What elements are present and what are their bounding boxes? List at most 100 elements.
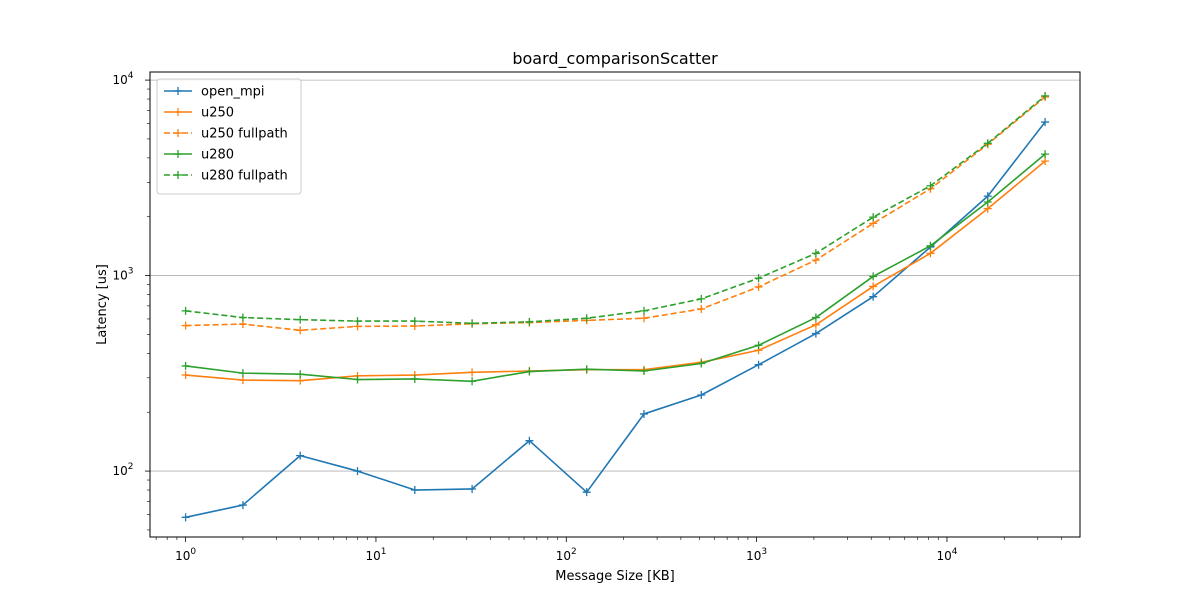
data-point — [468, 319, 477, 328]
series-layer — [181, 91, 1050, 522]
data-point — [639, 306, 648, 315]
x-tick-label-exponent: 1 — [381, 547, 387, 557]
data-point — [926, 181, 935, 190]
legend-marker — [174, 108, 182, 116]
data-point — [410, 317, 419, 326]
chart-title: board_comparisonScatter — [512, 49, 718, 69]
y-tick-label: 103 — [112, 267, 133, 283]
series-line — [185, 96, 1046, 332]
data-point — [869, 282, 878, 291]
data-point — [983, 197, 992, 206]
data-point — [353, 317, 362, 326]
data-point — [296, 315, 305, 324]
x-tick-label-base: 10 — [175, 549, 190, 563]
data-point — [525, 436, 534, 445]
x-tick-label: 103 — [746, 547, 767, 563]
legend-item: u250 — [164, 106, 234, 121]
data-point — [754, 274, 763, 283]
data-point — [296, 370, 305, 379]
legend-label: u280 — [201, 148, 234, 163]
data-point — [582, 314, 591, 323]
x-axis-label: Message Size [KB] — [555, 569, 675, 584]
x-tick-label-exponent: 4 — [952, 547, 958, 557]
y-tick-label: 102 — [112, 462, 133, 478]
y-tick-label-exponent: 2 — [128, 462, 134, 472]
data-point — [697, 294, 706, 303]
x-tick-label-exponent: 0 — [190, 547, 196, 557]
legend-marker — [174, 150, 182, 158]
data-point — [181, 321, 190, 330]
x-tick-label: 102 — [556, 547, 577, 563]
data-point — [754, 360, 763, 369]
legend-item: u280 fullpath — [164, 169, 288, 184]
legend-box — [156, 78, 302, 195]
data-point — [639, 409, 648, 418]
data-point — [697, 359, 706, 368]
series-open_mpi — [181, 118, 1050, 522]
data-point — [811, 256, 820, 265]
x-tick-label-base: 10 — [746, 549, 761, 563]
legend-marker — [174, 129, 182, 137]
series-line — [185, 153, 1046, 383]
data-point — [410, 486, 419, 495]
x-tick-label-base: 10 — [365, 549, 380, 563]
x-tick-label-exponent: 3 — [761, 547, 767, 557]
data-point — [697, 390, 706, 399]
data-point — [639, 314, 648, 323]
data-point — [353, 375, 362, 384]
data-point — [1041, 91, 1050, 100]
data-point — [1041, 118, 1050, 127]
data-point — [582, 365, 591, 374]
data-point — [697, 304, 706, 313]
data-point — [811, 249, 820, 258]
x-tick-label-base: 10 — [936, 549, 951, 563]
data-point — [181, 513, 190, 522]
legend-item: u280 — [164, 148, 234, 163]
data-point — [639, 367, 648, 376]
data-point — [525, 317, 534, 326]
legend-label: open_mpi — [201, 85, 264, 100]
data-point — [238, 369, 247, 378]
data-point — [811, 320, 820, 329]
legend-marker — [174, 171, 182, 179]
series-line — [185, 95, 1046, 325]
data-point — [468, 368, 477, 377]
y-tick-label-base: 10 — [112, 464, 127, 478]
data-point — [296, 326, 305, 335]
data-point — [811, 329, 820, 338]
x-tick-label: 100 — [175, 547, 196, 563]
data-point — [983, 204, 992, 213]
data-point — [296, 451, 305, 460]
series-u280 — [181, 150, 1050, 386]
data-point — [869, 292, 878, 301]
y-axis-label: Latency [us] — [95, 264, 110, 345]
data-point — [926, 241, 935, 250]
data-point — [468, 484, 477, 493]
series-u280-fullpath — [181, 91, 1050, 328]
legend-label: u250 fullpath — [201, 127, 288, 142]
plot-frame — [149, 71, 1081, 538]
legend-label: u250 — [201, 106, 234, 121]
data-point — [983, 139, 992, 148]
data-point — [468, 377, 477, 386]
data-point — [869, 213, 878, 222]
data-point — [181, 361, 190, 370]
legend-label: u280 fullpath — [201, 169, 288, 184]
x-tick-label: 101 — [365, 547, 386, 563]
y-tick-label-base: 10 — [112, 269, 127, 283]
data-point — [754, 341, 763, 350]
data-point — [1041, 157, 1050, 166]
data-point — [181, 371, 190, 380]
x-tick-label-exponent: 2 — [571, 547, 577, 557]
data-point — [238, 376, 247, 385]
legend-marker — [174, 87, 182, 95]
y-tick-label: 104 — [112, 71, 133, 87]
data-point — [353, 467, 362, 476]
data-point — [754, 282, 763, 291]
grid-lines — [150, 79, 1080, 472]
data-point — [869, 272, 878, 281]
legend-item: u250 fullpath — [164, 127, 288, 142]
